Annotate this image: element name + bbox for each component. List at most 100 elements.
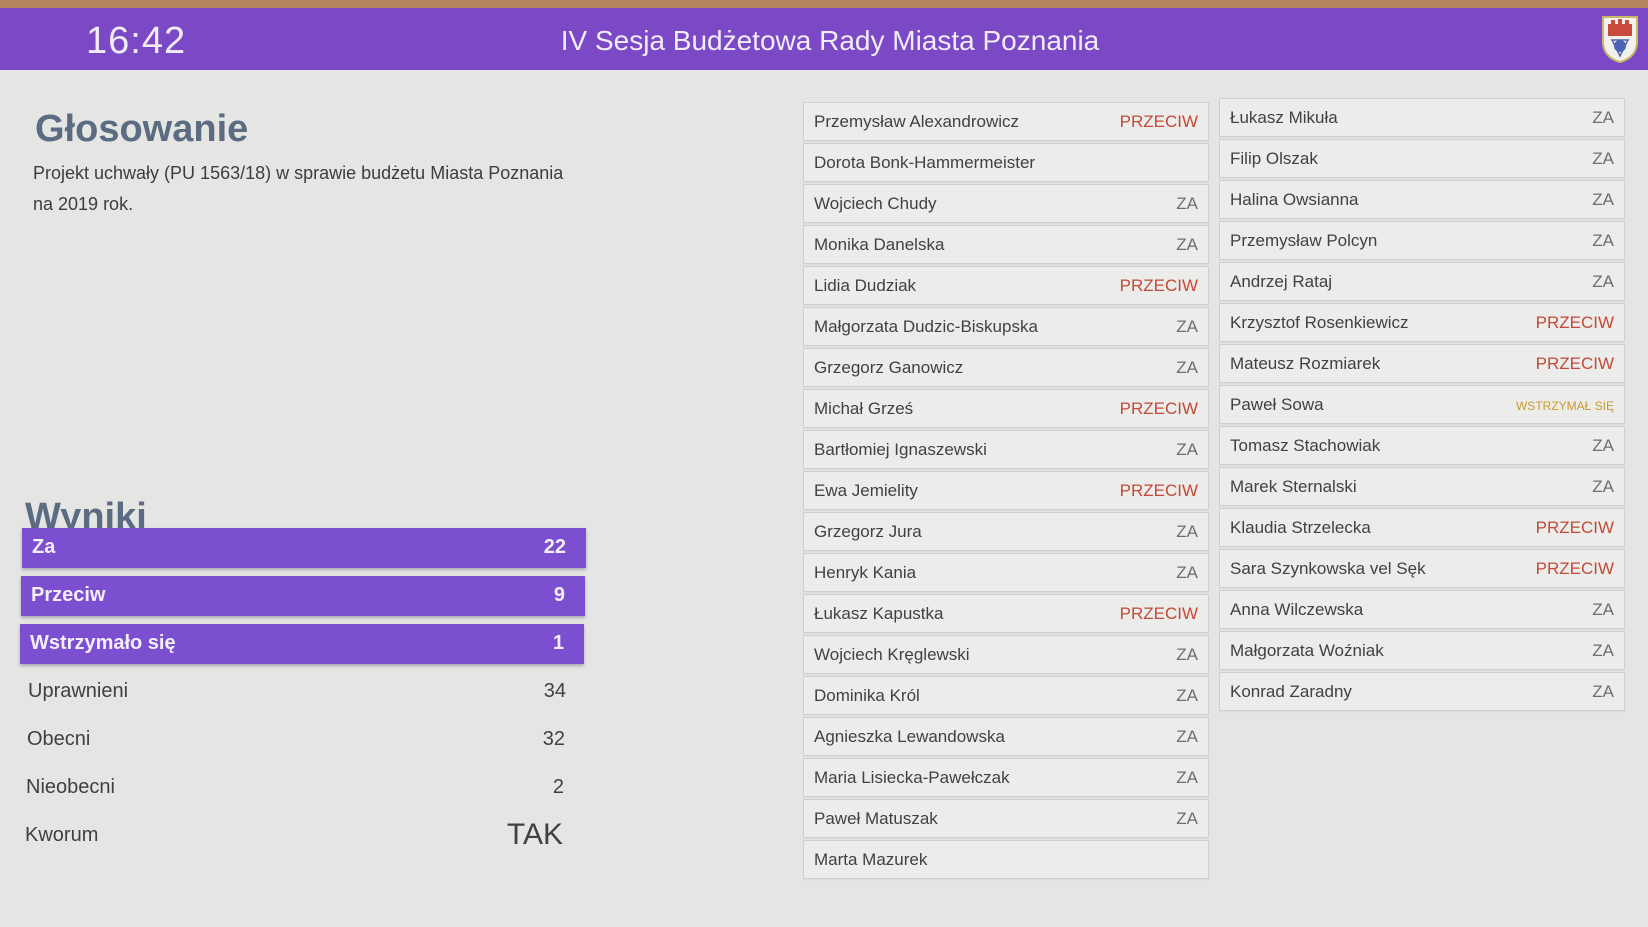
councillor-vote: PRZECIW bbox=[1119, 276, 1198, 295]
result-label: Przeciw bbox=[31, 584, 106, 606]
top-stripe bbox=[0, 0, 1648, 8]
councillor-row: Dominika Król ZA bbox=[803, 676, 1209, 715]
councillor-vote: ZA bbox=[1176, 809, 1198, 828]
result-przeciw-bar: Przeciw 9 bbox=[21, 576, 585, 616]
councillor-row: Mateusz Rozmiarek PRZECIW bbox=[1219, 344, 1625, 383]
councillor-row: Filip Olszak ZA bbox=[1219, 139, 1625, 178]
councillor-row: Klaudia Strzelecka PRZECIW bbox=[1219, 508, 1625, 547]
councillor-vote: ZA bbox=[1176, 440, 1198, 459]
stat-value: TAK bbox=[506, 818, 563, 851]
councillor-vote: ZA bbox=[1176, 563, 1198, 582]
stat-value: 34 bbox=[543, 680, 566, 702]
councillor-vote: WSTRZYMAŁ SIĘ bbox=[1515, 399, 1614, 413]
stat-label: Kworum bbox=[25, 824, 99, 846]
voting-title: Głosowanie bbox=[35, 108, 249, 150]
councillor-name: Dorota Bonk-Hammermeister bbox=[814, 153, 1036, 172]
voting-description: Projekt uchwały (PU 1563/18) w sprawie b… bbox=[33, 163, 564, 214]
councillor-row: Tomasz Stachowiak ZA bbox=[1219, 426, 1625, 465]
councillor-name: Lidia Dudziak bbox=[814, 276, 917, 295]
header-bar: 16:42 IV Sesja Budżetowa Rady Miasta Poz… bbox=[0, 8, 1648, 70]
councillor-row: Krzysztof Rosenkiewicz PRZECIW bbox=[1219, 303, 1625, 342]
councillor-row: Marek Sternalski ZA bbox=[1219, 467, 1625, 506]
councillor-vote: ZA bbox=[1592, 149, 1614, 168]
councillor-vote: ZA bbox=[1176, 317, 1198, 336]
councillor-row: Łukasz Mikuła ZA bbox=[1219, 98, 1625, 137]
councillor-vote: PRZECIW bbox=[1119, 112, 1198, 131]
councillor-name: Wojciech Kręglewski bbox=[814, 645, 970, 664]
result-value: 9 bbox=[553, 584, 565, 606]
councillor-name: Filip Olszak bbox=[1230, 149, 1318, 168]
councillor-name: Maria Lisiecka-Pawełczak bbox=[814, 768, 1010, 787]
councillor-name: Dominika Król bbox=[814, 686, 920, 705]
councillor-name: Przemysław Alexandrowicz bbox=[814, 112, 1020, 131]
councillor-name: Małgorzata Woźniak bbox=[1230, 641, 1384, 660]
councillor-vote: ZA bbox=[1592, 436, 1614, 455]
councillor-name: Marta Mazurek bbox=[814, 850, 928, 869]
councillor-row: Przemysław Polcyn ZA bbox=[1219, 221, 1625, 260]
result-value: 22 bbox=[543, 536, 566, 558]
councillor-name: Paweł Sowa bbox=[1230, 395, 1324, 414]
councillor-row: Małgorzata Dudzic-Biskupska ZA bbox=[803, 307, 1209, 346]
councillor-vote: ZA bbox=[1592, 231, 1614, 250]
councillor-vote: ZA bbox=[1176, 194, 1198, 213]
councillor-vote: ZA bbox=[1592, 477, 1614, 496]
stat-label: Obecni bbox=[27, 728, 91, 750]
councillor-vote: ZA bbox=[1176, 768, 1198, 787]
result-wstrzymalo-bar: Wstrzymało się 1 bbox=[20, 624, 584, 664]
councillor-vote: PRZECIW bbox=[1535, 518, 1614, 537]
clock: 16:42 bbox=[86, 20, 187, 62]
main-content: Głosowanie Projekt uchwały (PU 1563/18) … bbox=[0, 70, 1648, 927]
councillor-vote: ZA bbox=[1592, 190, 1614, 209]
councillor-vote: ZA bbox=[1176, 645, 1198, 664]
councillor-row: Sara Szynkowska vel Sęk PRZECIW bbox=[1219, 549, 1625, 588]
councillor-name: Tomasz Stachowiak bbox=[1230, 436, 1381, 455]
councillor-vote: ZA bbox=[1592, 600, 1614, 619]
councillor-name: Grzegorz Jura bbox=[814, 522, 922, 541]
councillor-vote: PRZECIW bbox=[1119, 604, 1198, 623]
councillor-name: Klaudia Strzelecka bbox=[1230, 518, 1371, 537]
stat-value: 32 bbox=[542, 728, 565, 750]
councillor-row: Agnieszka Lewandowska ZA bbox=[803, 717, 1209, 756]
councillor-row: Lidia Dudziak PRZECIW bbox=[803, 266, 1209, 305]
councillor-name: Łukasz Mikuła bbox=[1230, 108, 1338, 127]
result-label: Wstrzymało się bbox=[30, 632, 176, 654]
councillor-name: Małgorzata Dudzic-Biskupska bbox=[814, 317, 1038, 336]
councillor-name: Sara Szynkowska vel Sęk bbox=[1230, 559, 1426, 578]
stat-uprawnieni: Uprawnieni 34 bbox=[28, 674, 588, 710]
councillor-vote: ZA bbox=[1592, 272, 1614, 291]
councillor-vote: PRZECIW bbox=[1535, 559, 1614, 578]
stat-kworum: Kworum TAK bbox=[25, 818, 585, 854]
session-title: IV Sesja Budżetowa Rady Miasta Poznania bbox=[560, 25, 1100, 56]
councillor-row: Halina Owsianna ZA bbox=[1219, 180, 1625, 219]
councillor-name: Paweł Matuszak bbox=[814, 809, 938, 828]
councillor-name: Ewa Jemielity bbox=[814, 481, 918, 500]
councillor-row: Łukasz Kapustka PRZECIW bbox=[803, 594, 1209, 633]
councillor-row: Monika Danelska ZA bbox=[803, 225, 1209, 264]
result-label: Za bbox=[32, 536, 56, 558]
councillor-row: Maria Lisiecka-Pawełczak ZA bbox=[803, 758, 1209, 797]
councillor-row: Małgorzata Woźniak ZA bbox=[1219, 631, 1625, 670]
councillor-name: Halina Owsianna bbox=[1230, 190, 1359, 209]
councillor-vote: ZA bbox=[1176, 522, 1198, 541]
councillor-row: Ewa Jemielity PRZECIW bbox=[803, 471, 1209, 510]
councillor-vote: PRZECIW bbox=[1119, 481, 1198, 500]
councillor-row: Anna Wilczewska ZA bbox=[1219, 590, 1625, 629]
councillor-row: Marta Mazurek bbox=[803, 840, 1209, 879]
councillor-vote: ZA bbox=[1592, 641, 1614, 660]
councillor-row: Przemysław Alexandrowicz PRZECIW bbox=[803, 102, 1209, 141]
councillor-vote: ZA bbox=[1176, 727, 1198, 746]
councillor-name: Przemysław Polcyn bbox=[1230, 231, 1378, 250]
councillor-row: Paweł Sowa WSTRZYMAŁ SIĘ bbox=[1219, 385, 1625, 424]
councillor-vote: PRZECIW bbox=[1535, 354, 1614, 373]
poznan-coat-of-arms-icon bbox=[1602, 16, 1638, 64]
councillor-vote: PRZECIW bbox=[1119, 399, 1198, 418]
councillor-name: Anna Wilczewska bbox=[1230, 600, 1364, 619]
stat-value: 2 bbox=[552, 776, 564, 798]
councillor-name: Konrad Zaradny bbox=[1230, 682, 1352, 701]
councillor-row: Konrad Zaradny ZA bbox=[1219, 672, 1625, 711]
councillor-name: Grzegorz Ganowicz bbox=[814, 358, 964, 377]
councillor-name: Bartłomiej Ignaszewski bbox=[814, 440, 987, 459]
councillor-row: Paweł Matuszak ZA bbox=[803, 799, 1209, 838]
councillors-list-left: Przemysław Alexandrowicz PRZECIW Dorota Bo… bbox=[803, 102, 1209, 881]
councillors-list-right: Łukasz Mikuła ZA Filip Olszak ZA Halina Owsi… bbox=[1219, 98, 1625, 713]
